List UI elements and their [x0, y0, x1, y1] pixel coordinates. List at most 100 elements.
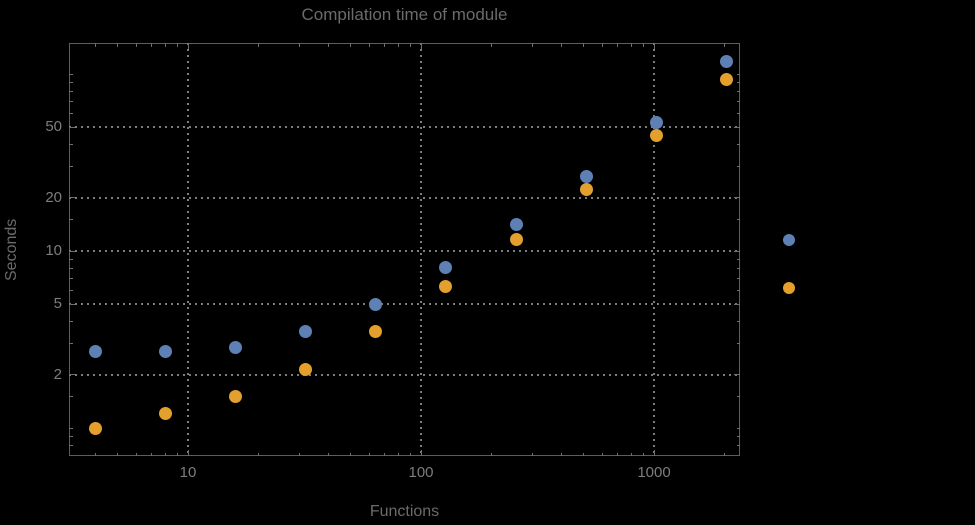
y-tick-right	[734, 250, 740, 252]
x-tick	[135, 452, 137, 456]
y-tick-right	[734, 197, 740, 199]
y-tick-label: 10	[45, 242, 62, 259]
y-tick-right	[736, 258, 740, 260]
x-tick-label: 10	[179, 464, 197, 481]
x-tick	[723, 452, 725, 456]
y-tick-label: 5	[53, 295, 62, 313]
x-tick	[384, 452, 386, 456]
y-tick	[69, 143, 73, 145]
y-tick	[69, 267, 73, 269]
x-tick	[164, 452, 166, 456]
x-tick	[397, 452, 399, 456]
y-axis-label: Seconds	[3, 218, 20, 281]
y-tick-right	[736, 81, 740, 83]
gridline-y-10	[69, 250, 740, 252]
x-tick	[187, 450, 189, 456]
x-tick	[490, 452, 492, 456]
x-tick-top	[327, 43, 329, 47]
x-tick-top	[653, 43, 655, 49]
data-point-series-orange	[229, 390, 243, 404]
y-tick	[69, 166, 73, 168]
x-tick	[151, 452, 153, 456]
x-tick-top	[420, 43, 422, 49]
x-tick-top	[583, 43, 585, 47]
x-tick-top	[368, 43, 370, 47]
data-point-series-orange	[720, 73, 734, 87]
data-point-series-blue	[439, 260, 453, 274]
x-tick-top	[350, 43, 352, 47]
x-tick-top	[298, 43, 300, 47]
x-tick	[350, 452, 352, 456]
y-tick	[69, 81, 73, 83]
x-tick	[368, 452, 370, 456]
y-tick	[69, 73, 73, 75]
data-point-series-orange	[509, 233, 523, 247]
y-tick-label: 20	[45, 188, 62, 206]
y-tick-right	[736, 396, 740, 398]
x-tick-top	[601, 43, 603, 47]
y-tick-label: 2	[53, 365, 62, 383]
x-tick	[531, 452, 533, 456]
y-tick	[69, 427, 73, 429]
x-tick-top	[384, 43, 386, 47]
y-tick	[69, 277, 73, 279]
gridline-y-5	[69, 303, 740, 306]
data-point-series-blue	[158, 345, 172, 359]
y-tick-right	[736, 320, 740, 322]
y-tick-right	[734, 126, 740, 128]
x-tick-top	[490, 43, 492, 47]
data-point-series-blue	[299, 325, 313, 339]
y-tick-right	[736, 143, 740, 145]
y-tick-right	[736, 90, 740, 92]
chart-title: Compilation time of module	[301, 5, 508, 24]
x-tick	[94, 452, 96, 456]
gridline-y-20	[69, 196, 740, 199]
x-tick-top	[94, 43, 96, 47]
y-tick-label: 50	[45, 118, 62, 136]
y-tick	[69, 90, 73, 92]
x-tick-top	[409, 43, 411, 47]
legend-marker-orange	[783, 282, 795, 294]
x-tick	[583, 452, 585, 456]
y-tick-right	[736, 73, 740, 75]
legend-marker-blue	[783, 234, 795, 246]
gridline-y-2	[69, 373, 740, 376]
x-tick	[617, 452, 619, 456]
x-tick	[630, 452, 632, 456]
x-tick	[420, 450, 422, 456]
data-point-series-blue	[720, 55, 734, 69]
y-tick	[69, 343, 73, 345]
data-point-series-orange	[299, 362, 313, 376]
x-tick-top	[617, 43, 619, 47]
y-tick-right	[736, 277, 740, 279]
data-point-series-blue	[229, 340, 243, 354]
y-tick-right	[736, 267, 740, 269]
data-point-series-blue	[579, 169, 593, 183]
gridline-x-10	[187, 43, 189, 456]
data-point-series-blue	[509, 217, 523, 231]
x-tick-label: 1000	[637, 464, 671, 481]
x-tick	[176, 452, 178, 456]
y-tick	[69, 258, 73, 260]
x-tick-top	[151, 43, 153, 47]
y-tick-right	[736, 343, 740, 345]
x-tick-top	[257, 43, 259, 47]
x-tick	[560, 452, 562, 456]
x-tick-label: 100	[408, 464, 434, 481]
x-tick-top	[723, 43, 725, 47]
x-tick-top	[176, 43, 178, 47]
x-tick-top	[117, 43, 119, 47]
data-point-series-blue	[88, 345, 102, 359]
y-tick-right	[736, 100, 740, 102]
x-tick	[409, 452, 411, 456]
x-tick-top	[397, 43, 399, 47]
y-tick-right	[736, 289, 740, 291]
data-point-series-orange	[88, 421, 102, 435]
y-tick-right	[734, 303, 740, 305]
y-tick	[69, 374, 75, 376]
data-point-series-blue	[649, 116, 663, 130]
x-tick-top	[642, 43, 644, 47]
y-tick-right	[736, 219, 740, 221]
x-tick-top	[164, 43, 166, 47]
